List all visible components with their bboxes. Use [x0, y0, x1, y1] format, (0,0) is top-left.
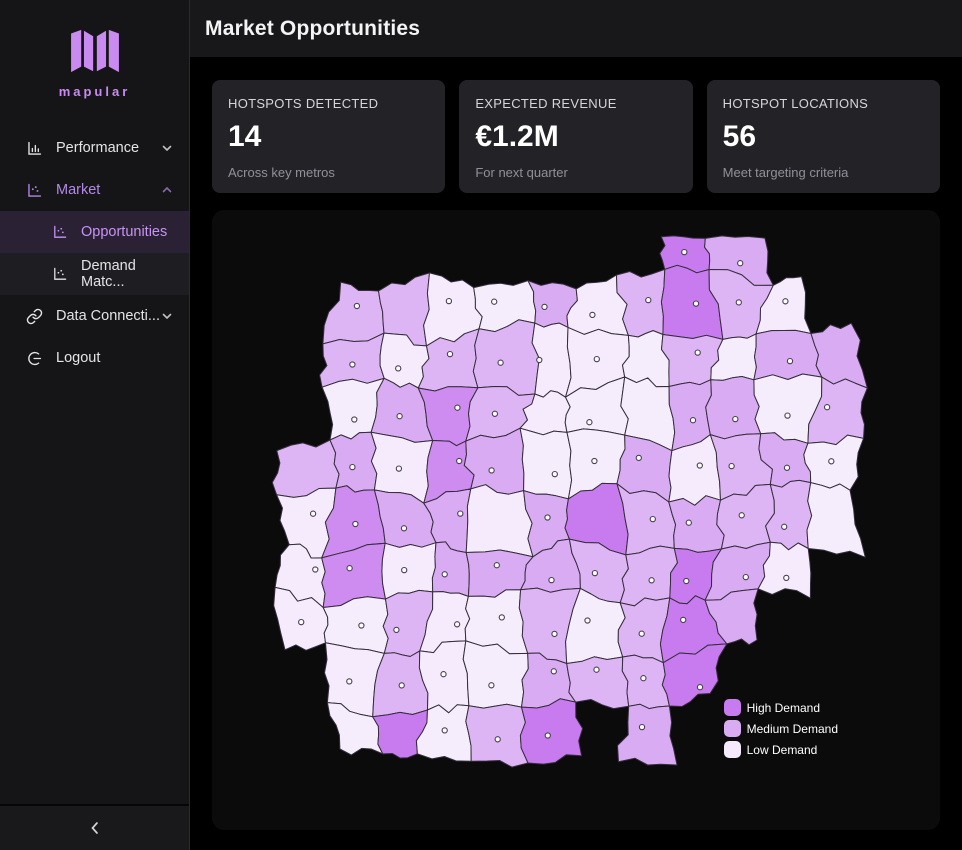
sidebar-nav: Performance Market	[0, 127, 189, 379]
scatter-chart-icon	[26, 181, 44, 199]
sidebar-item-label: Market	[56, 182, 101, 198]
legend-label: Low Demand	[746, 742, 818, 757]
chevron-down-icon	[161, 310, 173, 322]
stat-subtitle: Across key metros	[228, 165, 335, 180]
sidebar-footer	[0, 804, 189, 850]
sidebar-item-label: Logout	[56, 350, 101, 366]
stat-cards: HOTSPOTS DETECTED 14 Across key metros E…	[212, 80, 940, 193]
sidebar-item-performance[interactable]: Performance	[0, 127, 189, 169]
map-legend: High Demand Medium Demand Low Demand	[723, 699, 838, 758]
legend-label: Medium Demand	[746, 721, 838, 736]
sidebar-item-label: Performance	[56, 140, 140, 156]
bar-chart-icon	[26, 139, 44, 157]
legend-label: High Demand	[746, 700, 820, 715]
market-submenu: Opportunities Demand Matc...	[0, 211, 189, 295]
sidebar-collapse-button[interactable]	[81, 814, 109, 842]
stat-subtitle: For next quarter	[475, 165, 568, 180]
medium-demand-swatch	[723, 720, 741, 737]
logo: mapular	[0, 0, 189, 99]
link-icon	[26, 307, 44, 325]
legend-item-high: High Demand	[723, 699, 838, 716]
stat-card-hotspot-locations: HOTSPOT LOCATIONS 56 Meet targeting crit…	[706, 80, 940, 193]
stat-card-expected-revenue: EXPECTED REVENUE €1.2M For next quarter	[459, 80, 693, 193]
stat-value: 56	[722, 120, 757, 153]
chevron-left-icon	[90, 822, 98, 834]
logout-icon	[26, 349, 44, 367]
stat-subtitle: Meet targeting criteria	[722, 165, 849, 180]
stat-label: EXPECTED REVENUE	[475, 96, 617, 111]
chevron-down-icon	[161, 142, 173, 154]
sidebar-item-opportunities[interactable]: Opportunities	[0, 211, 189, 253]
main-area: Market Opportunities HOTSPOTS DETECTED 1…	[190, 0, 962, 850]
page-content: HOTSPOTS DETECTED 14 Across key metros E…	[190, 57, 962, 850]
scatter-chart-icon	[52, 265, 70, 283]
legend-item-medium: Medium Demand	[723, 720, 838, 737]
sidebar: mapular Performance	[0, 0, 190, 850]
logo-wordmark: mapular	[58, 84, 131, 99]
stat-value: €1.2M	[475, 120, 559, 153]
sidebar-item-logout[interactable]: Logout	[0, 337, 189, 379]
choropleth-map[interactable]	[212, 210, 940, 830]
stat-card-hotspots-detected: HOTSPOTS DETECTED 14 Across key metros	[212, 80, 446, 193]
chevron-up-icon	[161, 184, 173, 196]
stat-label: HOTSPOT LOCATIONS	[722, 96, 869, 111]
page-title: Market Opportunities	[205, 16, 421, 40]
low-demand-swatch	[723, 741, 741, 758]
mapular-logo-icon	[70, 29, 119, 73]
sidebar-item-label: Data Connecti...	[56, 308, 160, 324]
page-header: Market Opportunities	[190, 0, 962, 57]
high-demand-swatch	[723, 699, 741, 716]
scatter-chart-icon	[52, 223, 70, 241]
sidebar-item-market[interactable]: Market	[0, 169, 189, 211]
sidebar-item-demand-matching[interactable]: Demand Matc...	[0, 253, 189, 295]
sidebar-item-label: Demand Matc...	[81, 258, 136, 290]
legend-item-low: Low Demand	[723, 741, 838, 758]
sidebar-item-data-connections[interactable]: Data Connecti...	[0, 295, 189, 337]
sidebar-item-label: Opportunities	[81, 224, 168, 240]
stat-value: 14	[228, 120, 262, 153]
demand-map-panel: High Demand Medium Demand Low Demand	[212, 210, 940, 830]
stat-label: HOTSPOTS DETECTED	[228, 96, 379, 111]
